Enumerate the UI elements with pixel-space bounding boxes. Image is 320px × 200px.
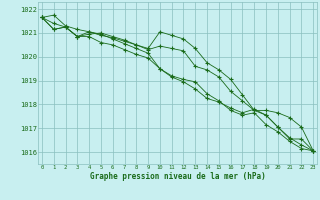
X-axis label: Graphe pression niveau de la mer (hPa): Graphe pression niveau de la mer (hPa) bbox=[90, 172, 266, 181]
